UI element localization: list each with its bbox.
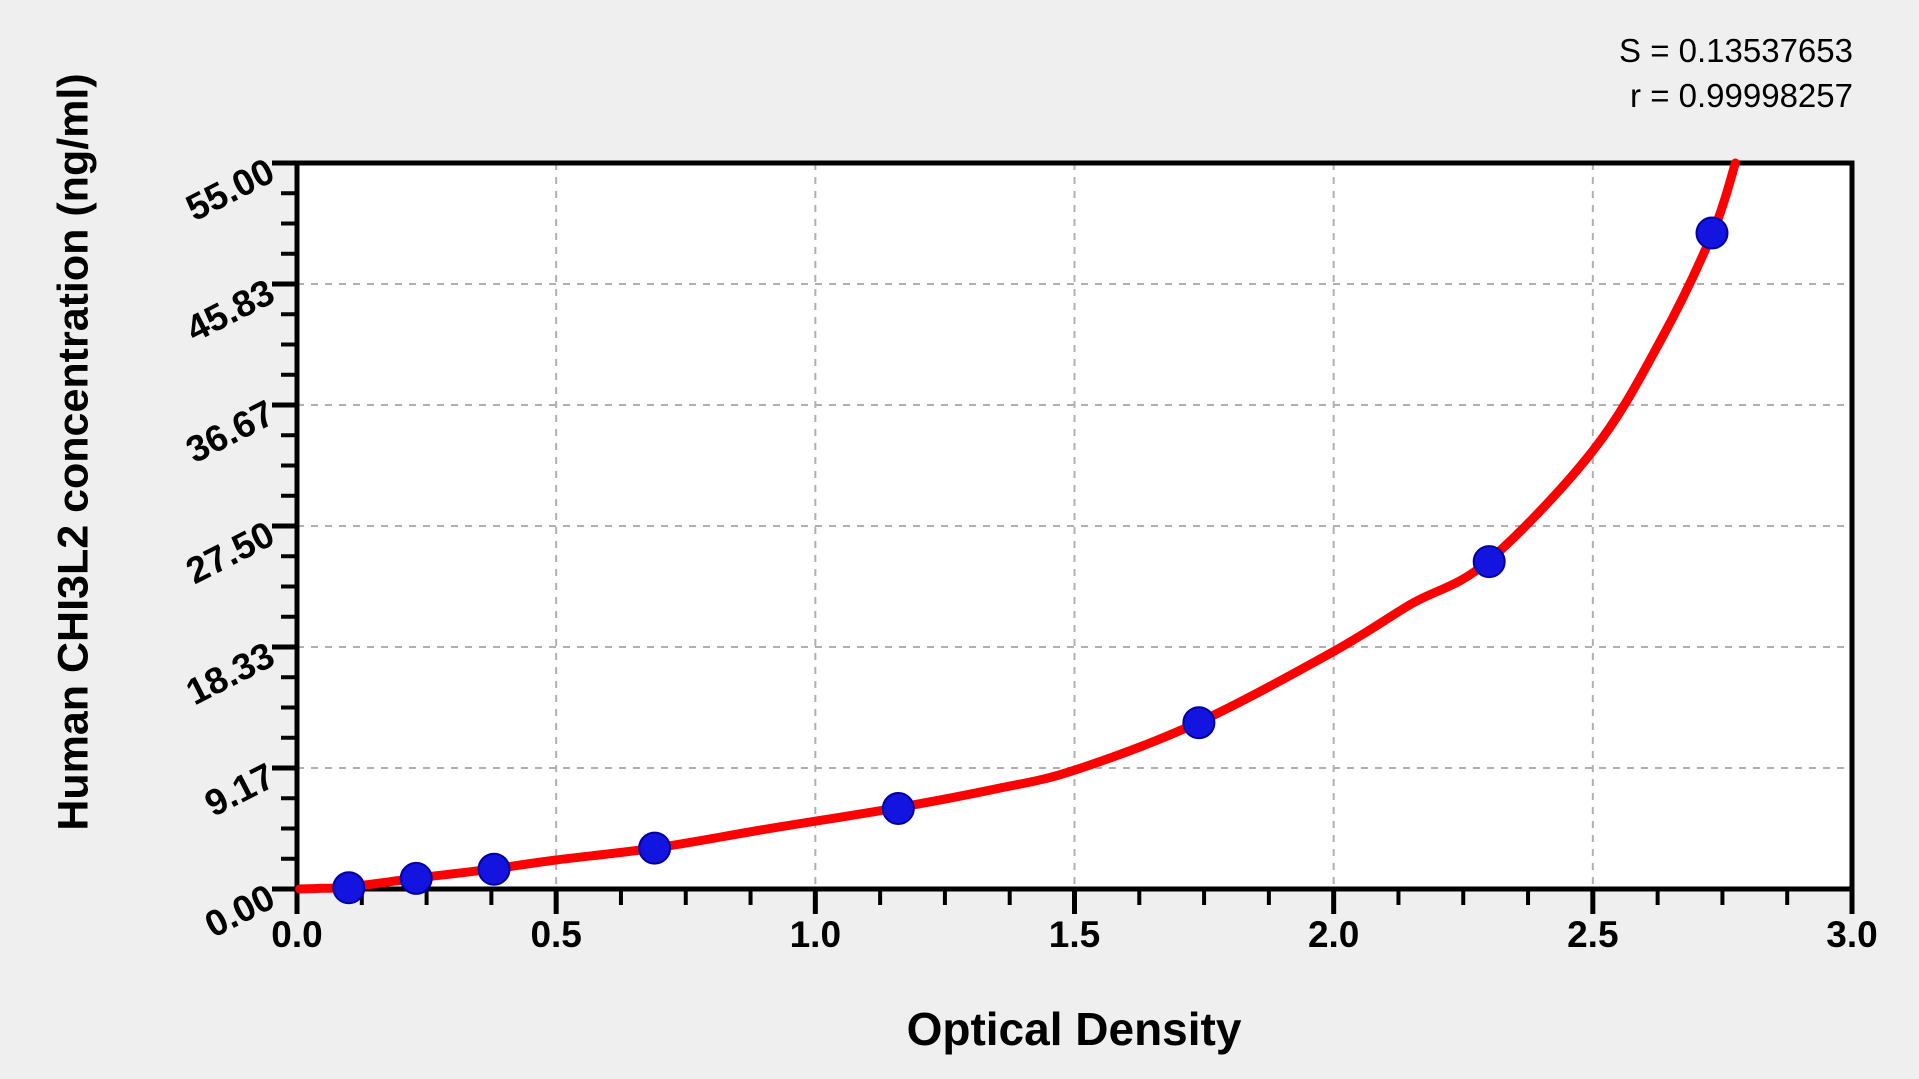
x-axis-title: Optical Density bbox=[906, 1003, 1242, 1055]
data-point bbox=[332, 871, 366, 905]
data-point bbox=[399, 861, 433, 895]
stat-s-value: S = 0.13537653 bbox=[1619, 32, 1853, 69]
data-point bbox=[881, 792, 915, 825]
stat-r-value: r = 0.99998257 bbox=[1630, 77, 1853, 114]
data-point bbox=[638, 831, 672, 865]
plot-frame bbox=[294, 160, 1855, 892]
y-axis-title: Human CHI3L2 concentration (ng/ml) bbox=[49, 73, 98, 831]
fit-statistics: S = 0.13537653 r = 0.99998257 bbox=[1619, 28, 1853, 118]
data-point bbox=[1182, 706, 1216, 740]
data-point bbox=[1472, 545, 1506, 579]
data-point bbox=[1695, 216, 1729, 250]
data-point bbox=[477, 852, 511, 886]
fit-curve bbox=[295, 158, 1740, 894]
